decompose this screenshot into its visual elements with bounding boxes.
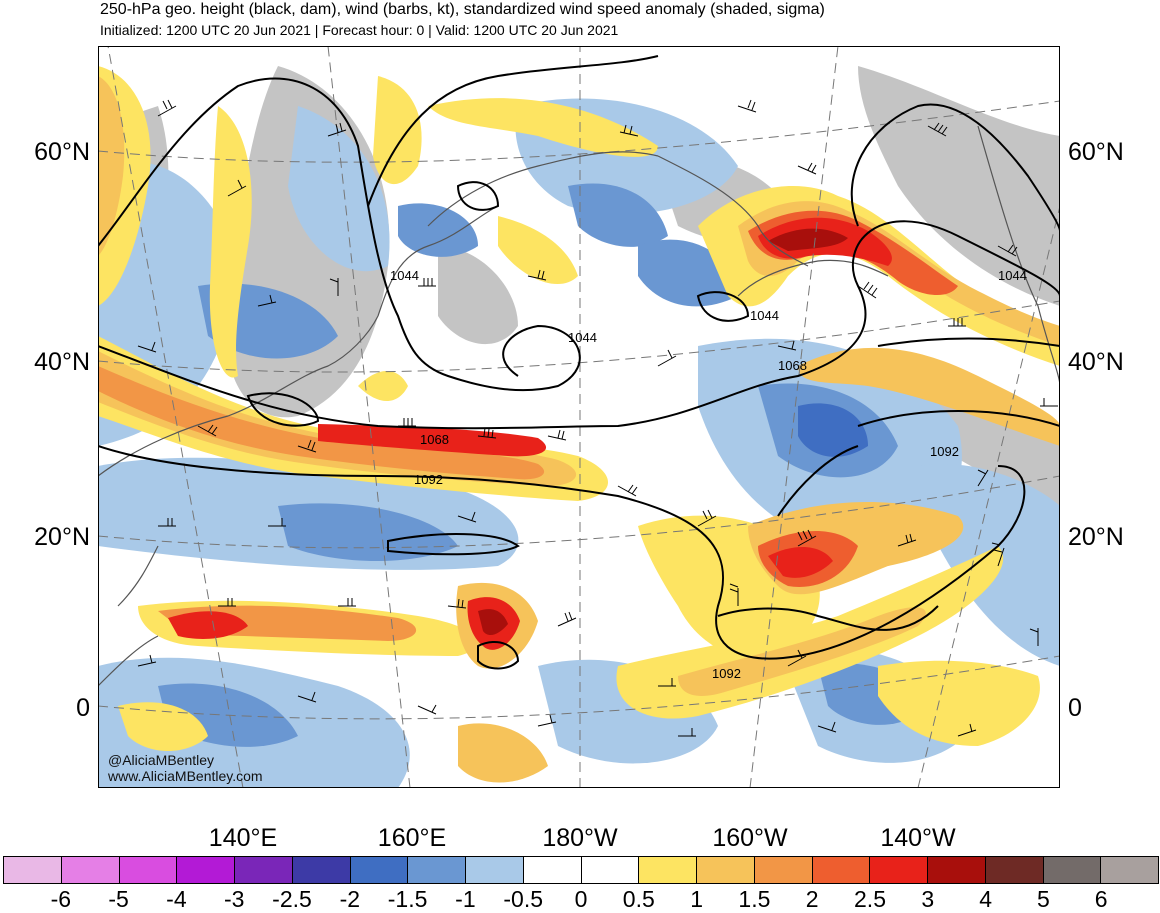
contour-label: 1044	[750, 308, 779, 323]
colorbar-swatch	[928, 857, 986, 883]
colorbar-swatch	[639, 857, 697, 883]
lon-label: 140°E	[208, 824, 278, 852]
chart-subtitle: Initialized: 1200 UTC 20 Jun 2021 | Fore…	[100, 22, 619, 38]
colorbar-swatch	[697, 857, 755, 883]
colorbar-swatch	[177, 857, 235, 883]
contour-label-group: 1044 1044 1044 1044 1068 1068 1092 1092 …	[390, 268, 1027, 681]
lat-label-left: 40°N	[34, 348, 90, 376]
colorbar-tick-label: -2.5	[272, 886, 312, 912]
contour-label: 1092	[930, 444, 959, 459]
credit-handle: @AliciaMBentley	[108, 752, 215, 768]
lat-label-right: 0	[1068, 694, 1082, 722]
colorbar-tick-label: 4	[979, 886, 992, 912]
contour-label: 1092	[712, 666, 741, 681]
colorbar-tick-label: 2	[805, 886, 819, 912]
colorbar-tick-label: -1.5	[387, 886, 428, 912]
contour-label: 1092	[414, 472, 443, 487]
colorbar-tick-label: 2.5	[854, 886, 886, 912]
colorbar-swatch	[1101, 857, 1158, 883]
colorbar	[3, 856, 1159, 884]
colorbar-swatch	[119, 857, 178, 883]
colorbar-tick-label: -0.5	[503, 886, 544, 912]
chart-title: 250-hPa geo. height (black, dam), wind (…	[100, 1, 825, 18]
colorbar-tick-label: -6	[50, 886, 72, 912]
contour-label: 1068	[778, 358, 807, 373]
lon-label: 160°E	[377, 824, 447, 852]
wind-barbs	[137, 99, 1058, 737]
colorbar-tick-label: -2	[339, 886, 361, 912]
colorbar-swatch	[61, 857, 120, 883]
lat-label-left: 20°N	[34, 523, 90, 551]
contour-label: 1044	[390, 268, 419, 283]
lat-label-right: 20°N	[1068, 523, 1124, 551]
colorbar-tick-label: -5	[108, 886, 129, 912]
negative-anomaly-shading	[98, 98, 1060, 788]
colorbar-tick-label: -4	[166, 886, 187, 912]
lat-label-right: 60°N	[1068, 138, 1124, 166]
colorbar-tick-label: 3	[921, 886, 935, 912]
colorbar-tick-label: 0	[574, 886, 588, 912]
lat-label-left: 0	[76, 694, 90, 722]
colorbar-swatch	[466, 857, 524, 883]
colorbar-tick-label: 1.5	[738, 886, 771, 912]
credit-site: www.AliciaMBentley.com	[108, 768, 263, 784]
contour-label: 1044	[568, 330, 597, 345]
lon-label: 140°W	[880, 824, 956, 852]
colorbar-swatch	[870, 857, 928, 883]
weather-map: 1044 1044 1044 1044 1068 1068 1092 1092 …	[98, 46, 1060, 788]
lat-label-right: 40°N	[1068, 348, 1124, 376]
lon-label: 180°W	[542, 824, 618, 852]
colorbar-tick-label: 5	[1036, 886, 1050, 912]
colorbar-swatch	[985, 857, 1044, 883]
map-border	[98, 46, 1060, 788]
colorbar-tick-label: -3	[223, 886, 245, 912]
colorbar-tick-label: 1	[690, 886, 703, 912]
colorbar-swatch	[235, 857, 293, 883]
colorbar-swatch	[1043, 857, 1102, 883]
colorbar-swatch	[754, 857, 813, 883]
colorbar-swatch	[408, 857, 466, 883]
positive-anomaly-shading	[98, 66, 1060, 783]
contour-label: 1068	[420, 432, 449, 447]
colorbar-swatch	[581, 857, 640, 883]
colorbar-tick-label: 6	[1094, 886, 1108, 912]
colorbar-swatch	[812, 857, 871, 883]
colorbar-swatch	[292, 857, 351, 883]
contour-label: 1044	[998, 268, 1027, 283]
lat-label-left: 60°N	[34, 138, 90, 166]
colorbar-swatch	[350, 857, 409, 883]
height-contours	[98, 55, 1060, 670]
colorbar-swatch	[523, 857, 582, 883]
colorbar-tick-label: -1	[455, 886, 476, 912]
colorbar-swatch	[4, 857, 62, 883]
colorbar-tick-label: 0.5	[622, 886, 655, 912]
lon-label: 160°W	[712, 824, 788, 852]
